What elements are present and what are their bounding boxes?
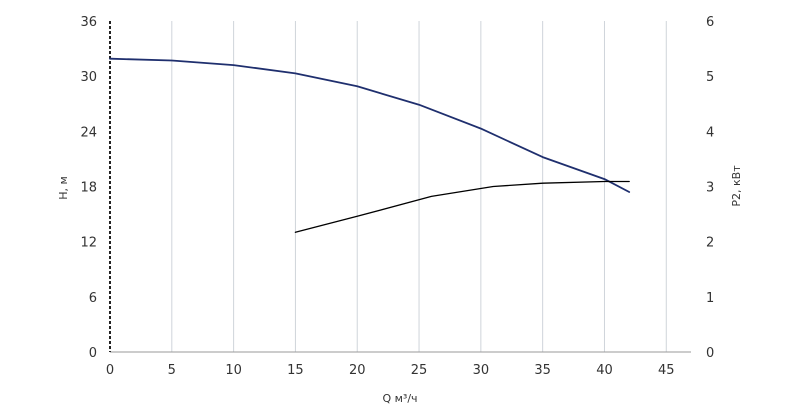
y-right-tick-label: 6 (706, 15, 714, 30)
y-left-tick-label: 36 (80, 15, 97, 30)
y-right-tick-label: 1 (706, 291, 714, 306)
y-left-tick-label: 12 (80, 236, 97, 251)
y-left-axis-title: H, м (57, 176, 70, 200)
y-right-tick-label: 3 (706, 181, 714, 196)
x-tick-label: 35 (534, 363, 551, 378)
y-left-tick-label: 18 (80, 181, 97, 196)
x-tick-label: 40 (596, 363, 613, 378)
y-right-tick-label: 0 (706, 346, 714, 361)
y-left-tick-label: 6 (89, 291, 97, 306)
head-curve-line (109, 57, 631, 193)
x-tick-label: 0 (106, 363, 114, 378)
x-tick-label: 15 (287, 363, 304, 378)
x-tick-label: 25 (411, 363, 428, 378)
y-left-tick-label: 30 (80, 70, 97, 85)
x-tick-label: 45 (658, 363, 675, 378)
y-left-tick-label: 24 (80, 125, 97, 140)
x-axis-title: Q м³/ч (382, 392, 417, 405)
y-left-tick-label: 0 (89, 346, 97, 361)
axes (109, 21, 691, 353)
x-tick-label: 5 (168, 363, 176, 378)
x-tick-label: 30 (473, 363, 490, 378)
y-right-tick-label: 4 (706, 125, 714, 140)
power-curve-line (294, 180, 630, 233)
x-tick-label: 20 (349, 363, 366, 378)
y-right-tick-label: 5 (706, 70, 714, 85)
series-group (109, 57, 631, 233)
x-tick-label: 10 (225, 363, 242, 378)
grid (171, 21, 667, 352)
y-right-axis-title: P2, кВт (730, 165, 743, 207)
y-right-tick-label: 2 (706, 236, 714, 251)
